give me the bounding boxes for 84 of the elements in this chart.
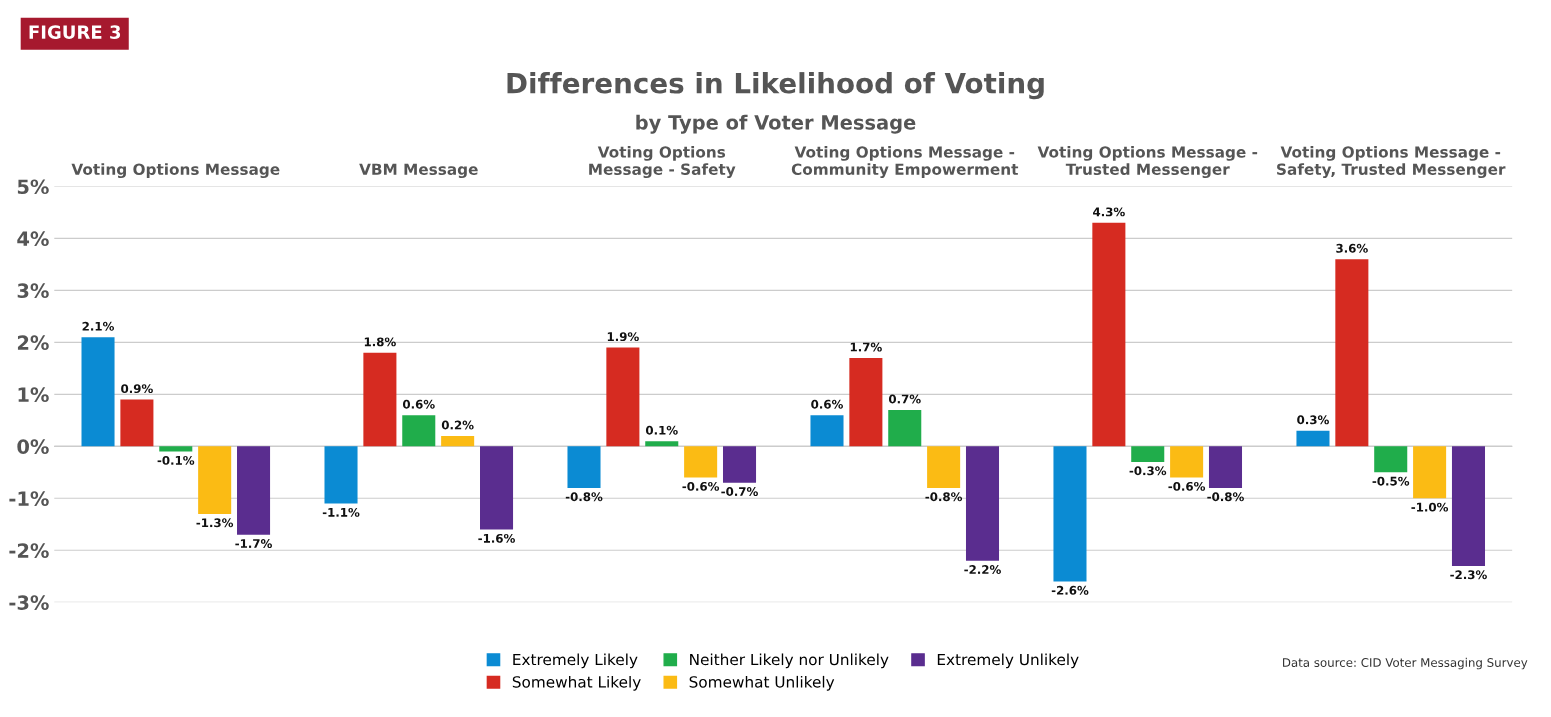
legend-label: Extremely Likely	[513, 653, 638, 669]
data-label: -0.3%	[1129, 466, 1167, 476]
data-label: -1.6%	[478, 533, 515, 543]
y-tick-label: -2%	[9, 543, 49, 558]
legend-label: Somewhat Likely	[512, 675, 641, 691]
data-label: -0.8%	[1207, 492, 1244, 502]
x-tick-label: VBM Message	[359, 163, 478, 179]
bar	[1131, 446, 1165, 462]
legend-label: Extremely Unlikely	[937, 653, 1079, 669]
bar	[810, 415, 844, 447]
chart-title: Differences in Likelihood of Voting	[507, 72, 1044, 100]
x-tick-label: Voting Options Message	[71, 163, 280, 179]
y-tick-label: 3%	[17, 283, 49, 299]
bar	[927, 446, 961, 488]
data-label: -1.3%	[196, 518, 234, 528]
y-tick-label: 1%	[18, 387, 49, 403]
bar	[120, 399, 154, 447]
source-note: Data source: CID Voter Messaging Survey	[1283, 657, 1528, 670]
data-label: 0.6%	[811, 399, 843, 409]
x-tick-label: Voting Options Message - Trusted Messenger	[1037, 145, 1258, 179]
data-label: 1.7%	[850, 342, 882, 352]
bar	[888, 409, 922, 447]
bar	[1413, 446, 1447, 499]
bar	[1208, 446, 1243, 488]
bar	[965, 446, 1000, 561]
bar	[324, 446, 358, 504]
data-label: 2.1%	[82, 321, 115, 331]
bar	[1053, 446, 1087, 582]
bar	[645, 441, 679, 447]
data-label: -1.1%	[322, 507, 360, 517]
data-label: -0.5%	[1372, 476, 1410, 486]
y-tick-label: 0%	[17, 439, 49, 454]
bar	[1092, 222, 1126, 447]
data-label: 0.3%	[1297, 415, 1329, 425]
data-label: -2.6%	[1051, 585, 1089, 595]
data-label: -0.6%	[1168, 481, 1206, 491]
bar	[480, 446, 514, 530]
bar	[1335, 259, 1369, 447]
bar	[567, 446, 601, 488]
data-label: -2.3%	[1450, 570, 1487, 580]
bar	[81, 337, 115, 447]
data-label: 1.8%	[364, 337, 396, 347]
caption: FIGURE 3	[29, 25, 121, 39]
x-tick-label: Voting Options Message - Community Empowerment	[791, 145, 1019, 179]
data-label: 4.3%	[1093, 207, 1125, 217]
data-label: -0.1%	[157, 455, 195, 465]
data-label: 1.9%	[607, 332, 639, 342]
y-tick-label: 2%	[17, 335, 49, 351]
y-tick-label: 4%	[17, 231, 49, 247]
y-tick-label: -3%	[9, 595, 49, 610]
data-label: 0.7%	[888, 394, 921, 404]
data-label: 0.1%	[645, 425, 678, 435]
bar	[1451, 446, 1486, 566]
data-label: -0.6%	[682, 481, 720, 491]
bar	[684, 446, 718, 478]
bar	[1374, 446, 1408, 473]
data-label: 0.9%	[121, 384, 153, 394]
data-label: -2.2%	[964, 565, 1001, 574]
data-label: -1.7%	[235, 539, 272, 549]
data-label: -0.7%	[721, 487, 758, 497]
bar	[1296, 430, 1330, 447]
chart-subtitle: by Type of Voter Message	[636, 114, 916, 134]
bar	[402, 415, 436, 447]
bar	[722, 446, 757, 483]
data-label: 3.6%	[1336, 243, 1368, 253]
data-label: -0.8%	[565, 492, 603, 502]
bar	[363, 352, 397, 447]
bar	[441, 435, 475, 447]
bar	[198, 446, 232, 514]
data-label: 0.6%	[402, 399, 435, 409]
bar	[849, 357, 883, 447]
data-label: -0.8%	[925, 492, 963, 502]
legend-label: Neither Likely nor Unlikely	[690, 653, 889, 669]
y-tick-label: -1%	[9, 491, 49, 506]
data-label: -1.0%	[1411, 502, 1449, 512]
x-tick-label: Voting Options Message - Safety, Trusted Messenger	[1277, 145, 1506, 179]
bar	[606, 347, 640, 447]
y-tick-label: 5%	[17, 179, 49, 195]
bar	[1170, 446, 1204, 478]
data-label: 0.2%	[441, 420, 474, 430]
bar	[159, 446, 193, 452]
x-tick-label: Voting Options Message - Safety	[589, 145, 736, 179]
bar	[237, 446, 271, 535]
legend-label: Somewhat Unlikely	[689, 675, 835, 691]
